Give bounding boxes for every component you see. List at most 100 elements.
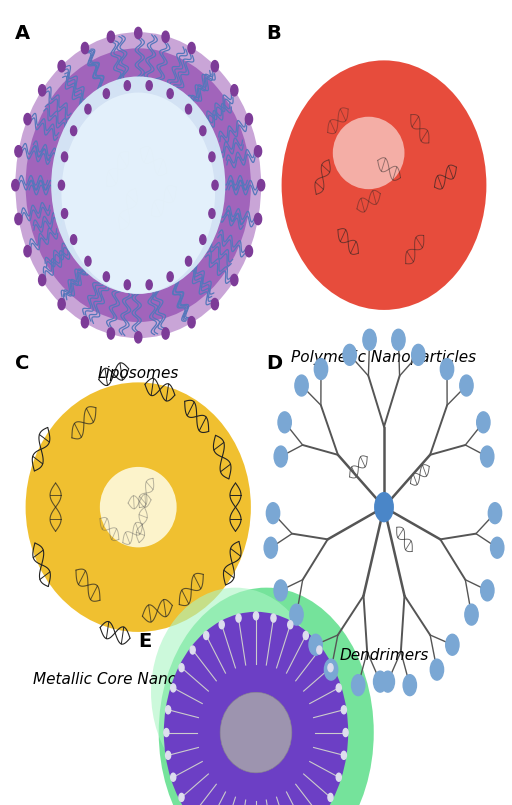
Circle shape — [15, 213, 22, 225]
Circle shape — [295, 375, 308, 396]
Circle shape — [488, 502, 502, 523]
Text: E: E — [138, 632, 152, 651]
Circle shape — [336, 773, 342, 781]
Ellipse shape — [164, 612, 348, 805]
Circle shape — [58, 180, 65, 190]
Circle shape — [325, 659, 338, 680]
Circle shape — [412, 345, 425, 365]
Circle shape — [164, 729, 169, 737]
Circle shape — [85, 256, 91, 266]
Ellipse shape — [100, 467, 177, 547]
Circle shape — [200, 235, 206, 245]
Circle shape — [38, 85, 46, 96]
Circle shape — [288, 621, 293, 629]
Circle shape — [375, 493, 393, 522]
Circle shape — [342, 751, 347, 759]
Circle shape — [254, 146, 262, 157]
Circle shape — [162, 328, 169, 339]
Circle shape — [392, 329, 405, 350]
Circle shape — [477, 412, 490, 433]
Circle shape — [266, 502, 280, 523]
Circle shape — [363, 329, 376, 350]
Ellipse shape — [26, 382, 251, 632]
Text: Dendrimers: Dendrimers — [339, 648, 429, 663]
Circle shape — [403, 675, 416, 696]
Circle shape — [212, 180, 218, 190]
Circle shape — [211, 60, 219, 72]
Circle shape — [264, 537, 278, 558]
Circle shape — [103, 272, 110, 282]
Circle shape — [209, 208, 215, 218]
Circle shape — [352, 675, 365, 696]
Circle shape — [274, 580, 287, 601]
Ellipse shape — [26, 48, 251, 322]
Circle shape — [254, 213, 262, 225]
Ellipse shape — [282, 60, 486, 310]
Circle shape — [231, 85, 238, 96]
Ellipse shape — [15, 32, 261, 338]
Circle shape — [135, 27, 142, 39]
Circle shape — [61, 152, 68, 162]
Text: D: D — [266, 354, 282, 374]
Circle shape — [231, 275, 238, 286]
Circle shape — [170, 773, 176, 781]
Circle shape — [200, 126, 206, 135]
Circle shape — [343, 345, 356, 365]
Ellipse shape — [61, 93, 215, 294]
Circle shape — [58, 60, 65, 72]
Circle shape — [274, 446, 287, 467]
Text: Liposomes: Liposomes — [98, 366, 179, 382]
Circle shape — [303, 631, 308, 639]
Circle shape — [108, 31, 115, 43]
Circle shape — [167, 89, 173, 98]
Circle shape — [124, 280, 131, 290]
Circle shape — [381, 671, 394, 692]
Circle shape — [103, 89, 110, 98]
Circle shape — [211, 299, 219, 310]
Circle shape — [190, 646, 195, 654]
Circle shape — [309, 634, 322, 655]
Circle shape — [314, 358, 328, 379]
Circle shape — [135, 332, 142, 343]
Circle shape — [85, 105, 91, 114]
Circle shape — [481, 580, 494, 601]
Circle shape — [38, 275, 46, 286]
Ellipse shape — [220, 692, 292, 773]
Circle shape — [24, 114, 31, 125]
Circle shape — [440, 358, 454, 379]
Circle shape — [204, 631, 209, 639]
Circle shape — [58, 299, 65, 310]
Circle shape — [219, 621, 224, 629]
Ellipse shape — [159, 588, 374, 805]
Circle shape — [165, 706, 170, 714]
Circle shape — [15, 146, 22, 157]
Circle shape — [328, 794, 333, 802]
Circle shape — [179, 663, 184, 671]
Circle shape — [236, 614, 241, 622]
Circle shape — [146, 280, 152, 290]
Circle shape — [167, 272, 173, 282]
Circle shape — [460, 375, 473, 396]
Circle shape — [343, 729, 348, 737]
Circle shape — [278, 412, 291, 433]
Circle shape — [12, 180, 19, 191]
Circle shape — [446, 634, 459, 655]
Circle shape — [253, 612, 259, 620]
Circle shape — [108, 328, 115, 339]
Circle shape — [185, 256, 191, 266]
Circle shape — [124, 80, 131, 90]
Circle shape — [481, 446, 494, 467]
Circle shape — [170, 684, 176, 692]
Circle shape — [271, 614, 276, 622]
Circle shape — [146, 80, 152, 90]
Circle shape — [258, 180, 265, 191]
Circle shape — [81, 43, 89, 54]
Circle shape — [317, 646, 322, 654]
Text: C: C — [15, 354, 30, 374]
Circle shape — [71, 235, 77, 245]
Circle shape — [290, 605, 303, 625]
Circle shape — [61, 208, 68, 218]
Circle shape — [209, 152, 215, 162]
Circle shape — [71, 126, 77, 135]
Circle shape — [81, 316, 89, 328]
